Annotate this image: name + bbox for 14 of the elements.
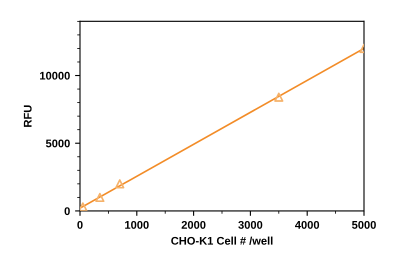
x-tick-label: 1000 xyxy=(125,220,149,229)
x-axis-title: CHO-K1 Cell # /well xyxy=(171,236,272,245)
y-tick-label: 0 xyxy=(64,207,70,216)
x-tick-label: 0 xyxy=(77,220,83,229)
x-tick-label: 2000 xyxy=(182,220,206,229)
y-tick-label: 5000 xyxy=(46,139,70,148)
x-tick-label: 4000 xyxy=(295,220,320,229)
y-tick-label: 10000 xyxy=(40,72,70,80)
point xyxy=(115,179,124,188)
x-tick-label: 3000 xyxy=(238,220,262,229)
point xyxy=(95,192,105,202)
y-axis-title: RFU xyxy=(24,105,32,127)
x-tick-label: 5000 xyxy=(352,220,376,229)
point xyxy=(274,92,284,102)
